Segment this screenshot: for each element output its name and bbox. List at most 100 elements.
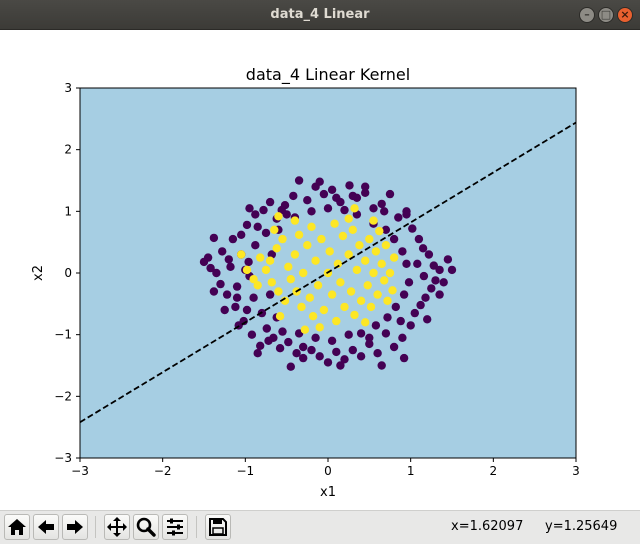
scatter-point [424, 250, 434, 259]
scatter-point [299, 353, 308, 363]
scatter-point [377, 199, 386, 209]
scatter-point [332, 347, 341, 357]
scatter-point [431, 276, 440, 285]
scatter-point [340, 302, 349, 312]
back-button[interactable] [33, 514, 59, 540]
scatter-point [435, 265, 444, 275]
y-tick-label: 0 [64, 266, 72, 280]
scatter-point [251, 241, 260, 250]
scatter-point [261, 265, 271, 275]
scatter-point [311, 333, 320, 342]
toolbar-separator [95, 516, 96, 538]
scatter-point [356, 329, 366, 338]
scatter-point [275, 312, 285, 321]
scatter-point [447, 265, 457, 275]
scatter-point [375, 226, 384, 236]
scatter-point [408, 224, 417, 233]
cursor-x-readout: x=1.62097 [451, 519, 524, 534]
scatter-point [286, 362, 295, 371]
scatter-point [206, 263, 215, 273]
configure-subplots-button[interactable] [162, 514, 188, 540]
x-tick-label: −2 [154, 464, 172, 478]
scatter-point [350, 204, 359, 213]
pan-icon [107, 517, 127, 537]
scatter-point [338, 231, 348, 241]
scatter-point [332, 193, 341, 202]
maximize-button[interactable]: □ [598, 7, 614, 23]
close-button[interactable]: × [617, 7, 633, 23]
configure-subplots-icon [167, 518, 183, 536]
pan-button[interactable] [104, 514, 130, 540]
scatter-point [209, 233, 219, 243]
scatter-point [380, 276, 389, 285]
scatter-point [286, 275, 295, 284]
x-tick-label: 0 [324, 464, 332, 478]
scatter-point [381, 225, 391, 234]
scatter-point [311, 256, 320, 265]
cursor-y-readout: y=1.25649 [545, 519, 618, 534]
scatter-point [371, 321, 381, 330]
scatter-point [340, 205, 349, 215]
zoom-icon [136, 517, 156, 537]
scatter-point [313, 281, 323, 290]
scatter-point [317, 234, 326, 244]
scatter-point [429, 261, 438, 270]
save-button[interactable] [205, 514, 231, 540]
forward-button[interactable] [62, 514, 88, 540]
scatter-point [319, 305, 329, 315]
scatter-point [242, 265, 252, 275]
chart[interactable]: data_4 Linear Kernel −3−3 −2 −2 −1 −1 0 0 1 1 2 2 3… [0, 30, 640, 510]
scatter-point [299, 342, 308, 352]
scatter-point [416, 300, 425, 310]
zoom-button[interactable] [133, 514, 159, 540]
x-tick-label: −1 [236, 464, 254, 478]
scatter-point [381, 241, 391, 250]
x-tick-label: −3 [71, 464, 89, 478]
scatter-point [399, 290, 409, 299]
scatter-point [381, 329, 391, 338]
scatter-point [365, 333, 374, 342]
scatter-point [226, 262, 235, 271]
scatter-point [290, 216, 300, 225]
y-tick-label: 3 [64, 81, 72, 95]
minimize-button[interactable]: – [579, 7, 595, 23]
scatter-point [247, 330, 257, 339]
scatter-point [336, 361, 345, 370]
scatter-point [344, 250, 353, 259]
scatter-point [348, 191, 357, 201]
scatter-point [385, 189, 395, 199]
scatter-point [352, 265, 362, 275]
scatter-point [365, 339, 374, 349]
scatter-point [361, 188, 370, 197]
x-tick-label: 2 [490, 464, 498, 478]
scatter-point [435, 290, 444, 299]
y-tick-label: 1 [64, 204, 72, 218]
scatter-point [275, 344, 285, 353]
scatter-point [323, 358, 333, 367]
scatter-point [315, 323, 324, 332]
scatter-point [423, 315, 432, 324]
scatter-point [345, 181, 354, 190]
scatter-point [421, 293, 430, 302]
figure-canvas[interactable]: data_4 Linear Kernel −3 −3 −2 −2 −1 −1 0 0 1 1 2 2 3… [0, 30, 640, 510]
toolbar-separator [196, 516, 197, 538]
scatter-point [327, 185, 337, 194]
window-titlebar: data_4 Linear – □ × [0, 0, 640, 30]
scatter-point [245, 204, 254, 213]
scatter-point [389, 342, 399, 352]
scatter-point [361, 182, 370, 191]
scatter-point [307, 222, 316, 231]
scatter-point [369, 216, 378, 225]
scatter-point [344, 330, 353, 339]
scatter-point [305, 293, 314, 302]
scatter-point [222, 290, 232, 299]
home-button[interactable] [4, 514, 30, 540]
window-title: data_4 Linear [270, 7, 370, 22]
scatter-point [369, 204, 378, 213]
scatter-point [232, 282, 242, 291]
scatter-point [402, 207, 411, 216]
scatter-point [410, 308, 419, 318]
scatter-point [251, 210, 260, 219]
scatter-point [308, 312, 318, 321]
scatter-point [336, 278, 345, 287]
